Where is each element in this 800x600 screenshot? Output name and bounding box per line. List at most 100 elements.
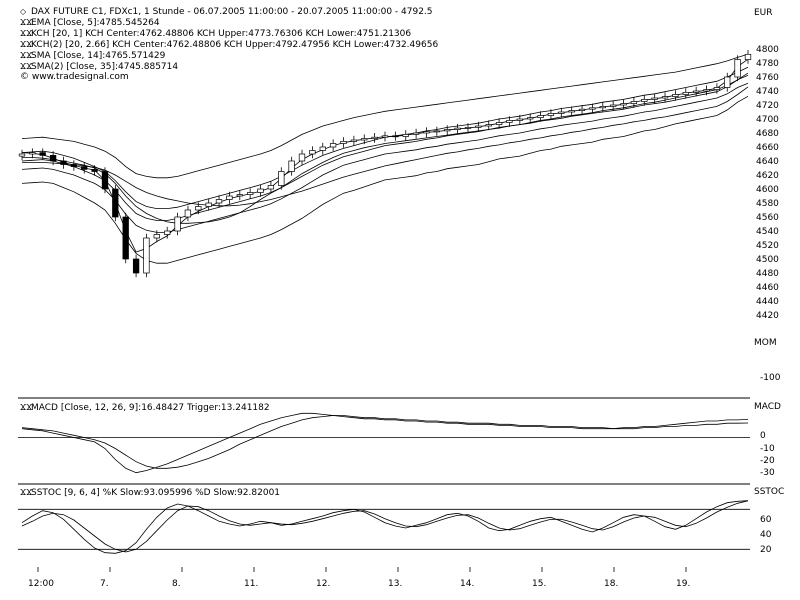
legend-row[interactable]: ϪϪEMA [Close, 5]:4785.545264 xyxy=(20,17,438,28)
candle-body xyxy=(70,164,77,167)
price-tick-label: 4740 xyxy=(756,87,779,97)
legend-row[interactable]: ϪϪKCH [20, 1] KCH Center:4762.48806 KCH … xyxy=(20,28,438,39)
candle-body xyxy=(495,122,503,125)
candle-body xyxy=(132,258,140,274)
macd-legend: ϪϪMACD [Close, 12, 26, 9]:16.48427 Trigg… xyxy=(20,403,270,413)
candle-body xyxy=(112,188,119,218)
candle-body xyxy=(402,134,409,137)
mom-title: MOM xyxy=(754,338,777,348)
legend-entry: EMA [Close, 5]:4785.545264 xyxy=(31,18,160,28)
legend-row[interactable]: ϪϪSMA [Close, 14]:4765.571429 xyxy=(20,50,438,61)
candle-body xyxy=(475,125,482,128)
legend-entry: KCH [20, 1] KCH Center:4762.48806 KCH Up… xyxy=(31,29,412,39)
candle-body xyxy=(247,192,254,195)
candle-body xyxy=(184,209,192,218)
candle-body xyxy=(692,90,700,93)
sma-14-line xyxy=(22,72,749,224)
candle-body xyxy=(361,138,368,141)
kch2-lower-line xyxy=(21,95,749,264)
candle-body xyxy=(60,160,67,165)
legend-title-row: ◇ DAX FUTURE C1, FDXc1, 1 Stunde - 06.07.… xyxy=(20,6,438,17)
candle-body xyxy=(661,96,669,99)
crossed-lines-icon: ϪϪ xyxy=(20,51,33,60)
ema-5-line xyxy=(21,58,749,253)
candle-body xyxy=(641,99,648,102)
sstoc-tick: 60 xyxy=(760,515,772,525)
legend-entry: SMA [Close, 14]:4765.571429 xyxy=(31,51,166,61)
candle-body xyxy=(537,115,544,118)
price-tick-label: 4440 xyxy=(756,297,779,307)
candle-body xyxy=(81,166,88,170)
kch-lower-line xyxy=(21,82,749,233)
sstoc-legend: ϪϪSSTOC [9, 6, 4] %K Slow:93.095996 %D S… xyxy=(20,488,280,498)
price-axis-ticks: 4800 4780 4760 4740 4720 4700 4680 4660 4640 4620… xyxy=(756,45,779,321)
candle-body xyxy=(578,108,586,111)
candle-body xyxy=(651,97,658,100)
sstoc-k-line xyxy=(21,500,749,554)
candle-body xyxy=(610,104,617,107)
price-tick-label: 4720 xyxy=(756,101,779,111)
kch-center-line xyxy=(21,74,749,221)
candle-body xyxy=(319,146,326,151)
price-tick-label: 4520 xyxy=(756,241,779,251)
candle-body xyxy=(589,107,596,110)
candle-body xyxy=(713,87,721,90)
candle-body xyxy=(39,152,46,156)
candle-body xyxy=(433,130,440,133)
x-tick-label: 8. xyxy=(172,579,181,589)
sstoc-legend-text: SSTOC [9, 6, 4] %K Slow:93.095996 %D Slo… xyxy=(31,488,281,498)
candle-body xyxy=(724,76,731,88)
candle-body xyxy=(236,194,243,197)
sstoc-tick: 20 xyxy=(760,545,772,555)
x-axis-labels: 12:00 7. 8. 11. 12. 13. 14. 15. 18. 19. xyxy=(28,567,690,589)
price-tick-label: 4680 xyxy=(756,129,779,139)
candle-body xyxy=(267,185,275,190)
candle-body xyxy=(444,129,451,132)
candle-body xyxy=(226,195,233,200)
price-tick-label: 4560 xyxy=(756,213,779,223)
candle-body xyxy=(547,113,555,116)
candle-body xyxy=(568,110,575,113)
price-tick-label: 4800 xyxy=(756,45,779,55)
price-tick-label: 4700 xyxy=(756,115,779,125)
candle-body xyxy=(122,216,129,260)
candle-body xyxy=(257,188,264,193)
candle-body xyxy=(49,155,57,162)
price-tick-label: 4480 xyxy=(756,269,779,279)
candle-body xyxy=(454,127,461,130)
candle-body xyxy=(464,127,472,129)
candle-body xyxy=(101,171,109,190)
candle-body xyxy=(298,153,306,162)
price-tick-label: 4460 xyxy=(756,283,779,293)
x-tick-label: 12:00 xyxy=(28,579,54,589)
legend-row[interactable]: ϪϪSMA(2) [Close, 35]:4745.885714 xyxy=(20,61,438,72)
candle-body xyxy=(506,120,513,123)
crossed-lines-icon: ϪϪ xyxy=(20,488,33,497)
crossed-lines-icon: ϪϪ xyxy=(20,40,33,49)
candle-body xyxy=(195,206,202,211)
sstoc-tick: 40 xyxy=(760,530,772,540)
x-tick-label: 11. xyxy=(244,579,258,589)
legend-row[interactable]: ϪϪKCH(2) [20, 2.66] KCH Center:4762.4880… xyxy=(20,39,438,50)
price-tick-label: 4420 xyxy=(756,311,779,321)
candlesticks xyxy=(18,50,752,278)
candle-body xyxy=(350,139,358,142)
price-tick-label: 4500 xyxy=(756,255,779,265)
candle-body xyxy=(164,230,171,235)
candle-body xyxy=(288,160,295,172)
candle-body xyxy=(558,111,565,114)
candle-body xyxy=(392,135,399,138)
crossed-lines-icon: ϪϪ xyxy=(20,29,33,38)
price-tick-label: 4640 xyxy=(756,157,779,167)
currency-label: EUR xyxy=(754,8,773,18)
candle-body xyxy=(205,202,212,207)
candle-body xyxy=(18,153,26,157)
candle-body xyxy=(381,135,389,138)
candle-body xyxy=(143,237,150,274)
candle-body xyxy=(412,132,420,135)
price-tick-label: 4780 xyxy=(756,59,779,69)
candle-body xyxy=(703,89,710,92)
candle-body xyxy=(734,59,741,78)
candle-body xyxy=(29,152,36,155)
x-tick-label: 14. xyxy=(460,579,474,589)
